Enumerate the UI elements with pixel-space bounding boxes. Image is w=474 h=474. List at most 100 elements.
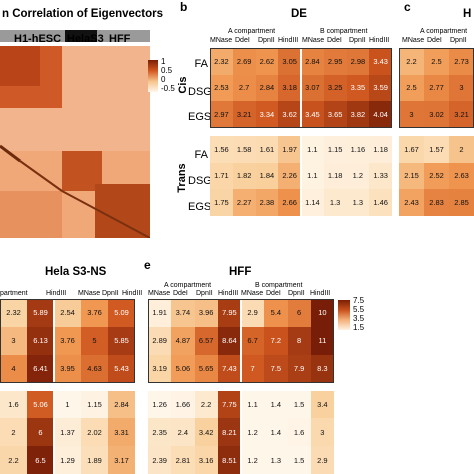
- heatmap-cell: 1.56: [210, 136, 233, 163]
- heatmap-cell: 1.3: [323, 189, 347, 216]
- heatmap-cell: 4.04: [369, 101, 392, 128]
- heatmap-cell: 5.85: [108, 326, 135, 355]
- e-b-compartment: B compartment: [255, 282, 303, 289]
- heatmap-cell: 2.84: [301, 48, 324, 75]
- heatmap-cell: 1.4: [264, 418, 288, 447]
- heatmap-b: 2.32 2.69 2.62 3.05 2.84 2.95 2.98 3.43 2.53 2.7 2…: [210, 48, 392, 216]
- heatmap-cell: 2.2: [0, 446, 27, 474]
- heatmap-cell: 2.52: [424, 162, 449, 190]
- heatmap-cell: 1.14: [301, 189, 324, 216]
- heatmap-cell: 5.4: [264, 299, 288, 327]
- b-cis-label: Cis: [177, 76, 189, 94]
- e-column-headers: MNase DdeI DpnII HindIII MNase DdeI DpnI…: [148, 290, 332, 298]
- heatmap-cell: 1.18: [323, 162, 347, 190]
- b-col-ddei: DdeI: [235, 37, 250, 44]
- heatmap-cell: 8.51: [217, 446, 241, 474]
- heatmap-cell: 2.69: [232, 48, 256, 75]
- heatmap-cell: 1.6: [0, 390, 27, 419]
- heatmap-cell: 2.98: [346, 48, 370, 75]
- heatmap-cell: 2.7: [232, 74, 256, 102]
- heatmap-cell: 3: [0, 326, 27, 355]
- heatmap-cell: 1.57: [424, 136, 449, 163]
- heatmap-cell: 3.07: [301, 74, 324, 102]
- heatmap-cell: 1.97: [278, 136, 301, 163]
- heatmap-cell: 2.73: [449, 48, 474, 75]
- group-bar-hff: [97, 30, 150, 42]
- heatmap-cell: 2.85: [449, 189, 474, 216]
- heatmap-cell: 2.54: [54, 299, 81, 327]
- colorbar-a-tick: 1: [161, 57, 166, 66]
- heatmap-cell: 1.91: [148, 299, 172, 327]
- heatmap-cell: 1.5: [287, 446, 311, 474]
- heatmap-cell: 1.66: [171, 390, 195, 419]
- b-col-mnase: MNase: [210, 37, 233, 44]
- heatmap-cell: 1.6: [287, 418, 311, 447]
- group-bar-hela: [65, 30, 97, 42]
- panel-b-title: DE: [291, 8, 307, 20]
- heatmap-cell: 3.76: [54, 326, 81, 355]
- heatmap-cell: 8.3: [310, 354, 334, 383]
- group-label-h1hesc: H1-hESC: [14, 33, 62, 45]
- heatmap-cell: 7.9: [287, 354, 311, 383]
- heatmap-cell: 6: [287, 299, 311, 327]
- c-col-ddei: DdeI: [427, 37, 442, 44]
- heatmap-cell: 1.16: [346, 136, 370, 163]
- heatmap-cell: 3.16: [194, 446, 218, 474]
- panel-c-letter: c: [404, 0, 411, 14]
- b-row-egs-trans: EGS: [188, 201, 212, 213]
- heatmap-cell: 2.97: [210, 101, 233, 128]
- cis-trans-separator: [148, 382, 334, 391]
- heatmap-cell: 4.87: [171, 326, 195, 355]
- colorbar-e-tick: 7.5: [353, 296, 365, 305]
- heatmap-cell: 2.15: [399, 162, 424, 190]
- heatmap-cell: 1.3: [346, 189, 370, 216]
- e-col-mnase-b: MNase: [241, 290, 264, 297]
- heatmap-cell: 7.95: [217, 299, 241, 327]
- heatmap-cell: 2: [449, 136, 474, 163]
- heatmap-cell: 3.62: [278, 101, 301, 128]
- heatmap-cell: 11: [310, 326, 334, 355]
- heatmap-cell: 8: [287, 326, 311, 355]
- c-a-compartment: A compartment: [420, 28, 468, 35]
- e-col-hindiii-b: HindIII: [310, 290, 331, 297]
- heatmap-cell: 2.84: [255, 74, 279, 102]
- b-col-dpnii-b: DpnII: [349, 37, 366, 44]
- heatmap-cell: 7: [241, 354, 265, 383]
- heatmap-cell: 6.7: [241, 326, 265, 355]
- heatmap-cell: 3.74: [171, 299, 195, 327]
- heatmap-cell: 1.4: [264, 390, 288, 419]
- b-col-mnase-b: MNase: [302, 37, 325, 44]
- panel-c-title: H: [463, 8, 472, 20]
- heatmap-cell: 3.34: [255, 101, 279, 128]
- heatmap-cell: 3.25: [323, 74, 347, 102]
- colorbar-e-tick: 1.5: [353, 323, 365, 332]
- heatmap-cell: 2.62: [255, 48, 279, 75]
- heatmap-cell: 6.57: [194, 326, 218, 355]
- cis-trans-separator: [399, 128, 474, 136]
- heatmap-cell: 3.4: [310, 390, 334, 419]
- d-col-partment: partment: [0, 290, 28, 297]
- heatmap-cell: 2.43: [399, 189, 424, 216]
- heatmap-d: 2.32 5.89 2.54 3.76 5.09 3 6.13 3.76 5 5.85 4 6.41 3…: [0, 299, 135, 474]
- b-row-dsg: DSG: [188, 86, 212, 98]
- heatmap-cell: 3.45: [301, 101, 324, 128]
- heatmap-cell: 2.39: [148, 446, 172, 474]
- group-label-helas3: HelaS3: [67, 33, 104, 45]
- d-column-headers: partment HindIII MNase DpnII HindIII: [0, 290, 142, 298]
- heatmap-cell: 1.15: [323, 136, 347, 163]
- heatmap-cell: 1.2: [241, 418, 265, 447]
- b-col-hindiii: HindIII: [278, 37, 299, 44]
- b-column-headers: MNase DdeI DpnII HindIII MNase DdeI DpnI…: [210, 37, 393, 45]
- b-row-fa-trans: FA: [194, 149, 208, 161]
- heatmap-cell: 1.58: [232, 136, 256, 163]
- heatmap-cell: 1.2: [346, 162, 370, 190]
- heatmap-cell: 4: [0, 354, 27, 383]
- correlation-matrix: [0, 46, 150, 238]
- b-col-dpnii: DpnII: [258, 37, 275, 44]
- heatmap-cell: 2.38: [255, 189, 279, 216]
- d-col-hindiii: HindIII: [46, 290, 67, 297]
- heatmap-cell: 2.27: [232, 189, 256, 216]
- heatmap-cell: 3.43: [369, 48, 392, 75]
- heatmap-cell: 3.19: [148, 354, 172, 383]
- heatmap-cell: 1.46: [369, 189, 392, 216]
